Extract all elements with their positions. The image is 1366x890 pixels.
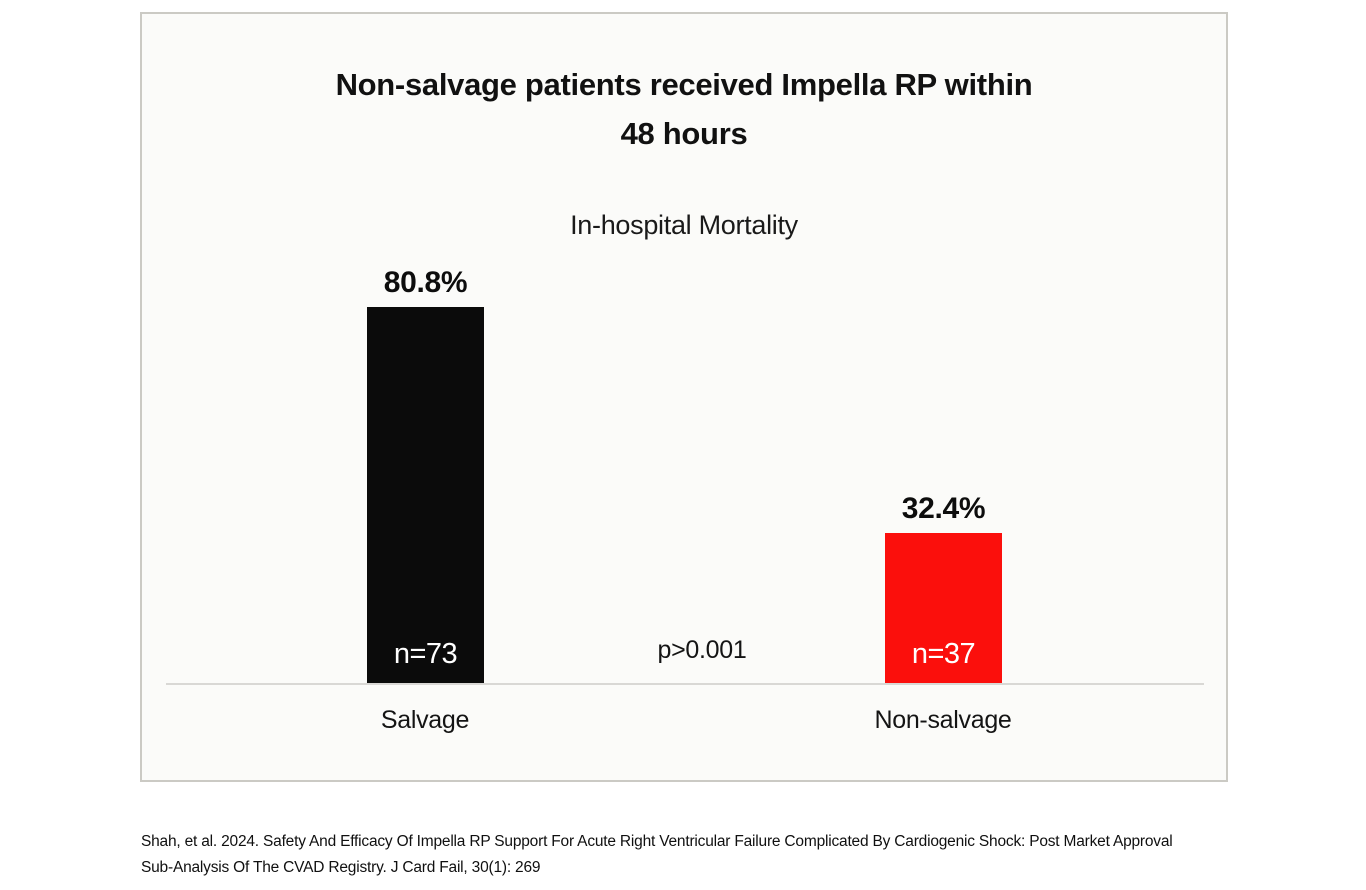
x-axis-line <box>166 683 1204 685</box>
bar-group-salvage: 80.8% n=73 <box>367 266 484 685</box>
bar-value-label-nonsalvage: 32.4% <box>901 492 986 525</box>
bar-n-label-nonsalvage: n=37 <box>911 638 976 670</box>
bar-group-nonsalvage: 32.4% n=37 <box>885 492 1002 685</box>
p-value-annotation: p>0.001 <box>657 636 747 664</box>
chart-title: Non-salvage patients received Impella RP… <box>142 60 1226 158</box>
bar-salvage: n=73 <box>367 307 484 685</box>
citation: Shah, et al. 2024. Safety And Efficacy O… <box>141 829 1246 881</box>
citation-line-1: Shah, et al. 2024. Safety And Efficacy O… <box>141 833 1173 850</box>
chart-panel: Non-salvage patients received Impella RP… <box>140 12 1228 782</box>
chart-subtitle: In-hospital Mortality <box>570 210 798 240</box>
citation-line-2: Sub-Analysis Of The CVAD Registry. J Car… <box>141 859 541 876</box>
bar-value-label-salvage: 80.8% <box>383 266 468 299</box>
x-axis-label-nonsalvage: Non-salvage <box>874 706 1012 734</box>
x-axis-label-salvage: Salvage <box>380 706 470 734</box>
bar-nonsalvage: n=37 <box>885 533 1002 685</box>
bar-n-label-salvage: n=73 <box>393 638 458 670</box>
chart-title-line-1: Non-salvage patients received Impella RP… <box>335 67 1033 102</box>
plot-area: 80.8% n=73 32.4% n=37 <box>142 14 1226 685</box>
chart-title-line-2: 48 hours <box>620 116 748 151</box>
